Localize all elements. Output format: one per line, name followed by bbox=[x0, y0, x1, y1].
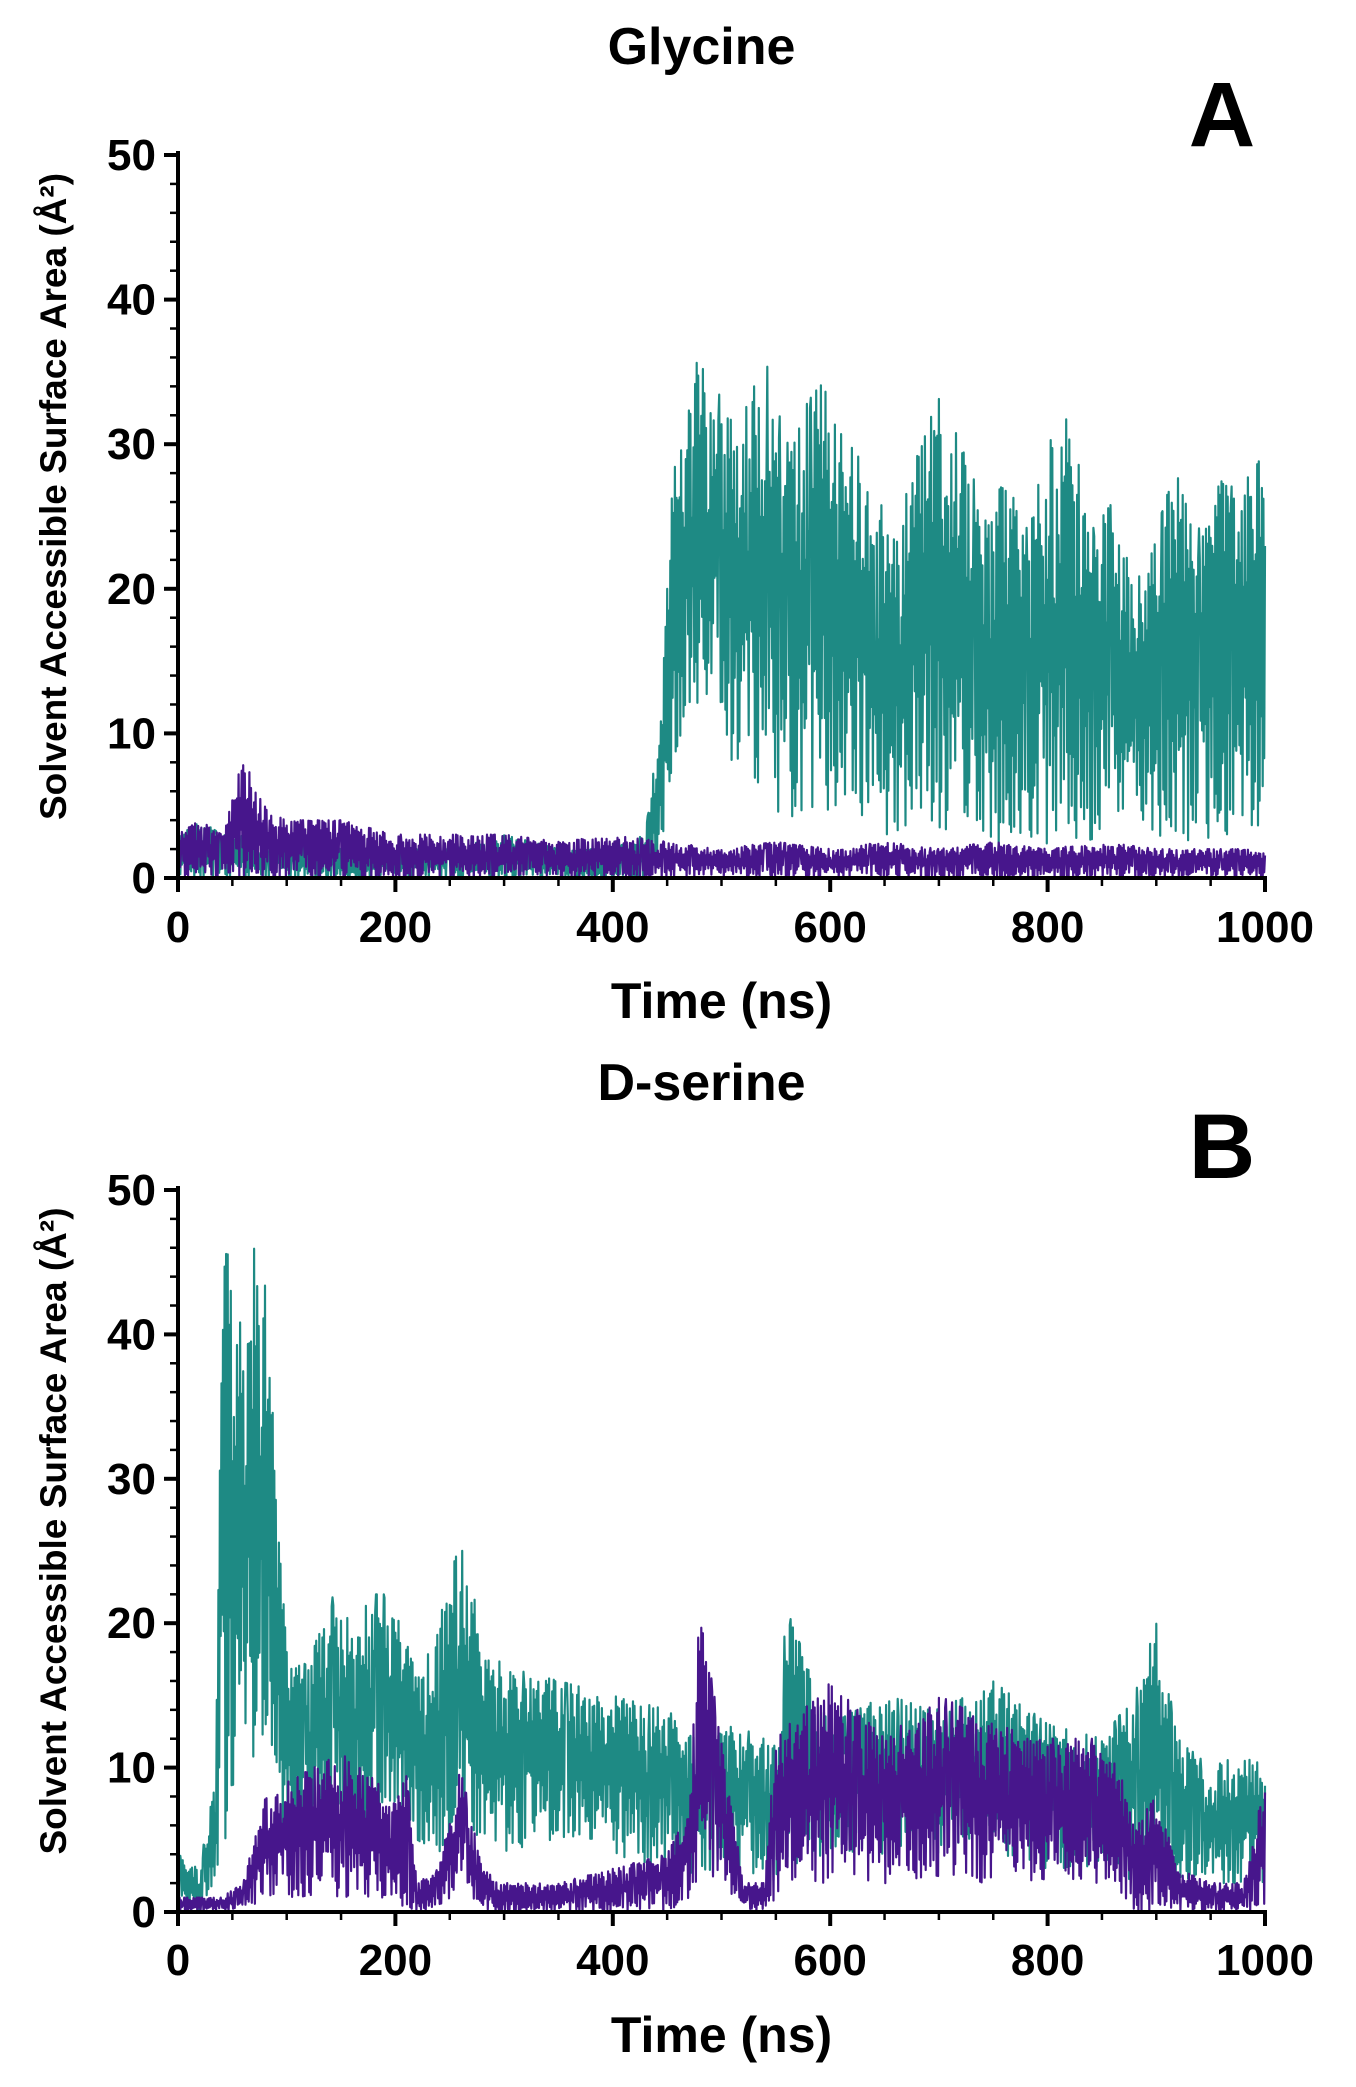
y-tick-label: 10 bbox=[107, 1744, 156, 1793]
y-axis-label: Solvent Accessible Surface Area (Å²) bbox=[33, 1207, 74, 1854]
y-tick-label: 40 bbox=[107, 1310, 156, 1359]
series-purple-line bbox=[176, 764, 1267, 880]
panel-a-glycine: Glycine A 0 10 20 30 40 50 0 200 400 600 800 1000 Time… bbox=[33, 18, 1314, 1029]
y-tick-label: 50 bbox=[107, 1166, 156, 1215]
x-tick-label: 400 bbox=[576, 1936, 649, 1985]
x-tick-label: 800 bbox=[1011, 1936, 1084, 1985]
x-tick-label: 200 bbox=[359, 1936, 432, 1985]
y-tick-label: 30 bbox=[107, 420, 156, 469]
y-tick-label: 0 bbox=[132, 1888, 156, 1937]
x-tick-label: 800 bbox=[1011, 903, 1084, 952]
x-tick-label: 0 bbox=[166, 903, 190, 952]
x-tick-label: 1000 bbox=[1216, 903, 1314, 952]
x-axis-label: Time (ns) bbox=[611, 2007, 832, 2063]
panel-b-d-serine: D-serine B 0 10 20 30 40 50 0 200 400 600 800 1000 Tim… bbox=[33, 1054, 1314, 2063]
x-tick-label: 600 bbox=[793, 903, 866, 952]
chart-title: Glycine bbox=[608, 18, 796, 76]
y-axis-label: Solvent Accessible Surface Area (Å²) bbox=[33, 173, 74, 820]
y-tick-label: 0 bbox=[132, 854, 156, 903]
y-tick-label: 10 bbox=[107, 709, 156, 758]
y-tick-label: 50 bbox=[107, 131, 156, 180]
chart-title: D-serine bbox=[597, 1054, 805, 1112]
x-tick-label: 600 bbox=[793, 1936, 866, 1985]
y-tick-label: 40 bbox=[107, 276, 156, 325]
series-purple-line bbox=[176, 1626, 1267, 1914]
y-tick-label: 30 bbox=[107, 1455, 156, 1504]
y-tick-label: 20 bbox=[107, 565, 156, 614]
x-tick-label: 0 bbox=[166, 1936, 190, 1985]
series-teal-line bbox=[176, 361, 1267, 880]
x-tick-label: 200 bbox=[359, 903, 432, 952]
x-tick-label: 400 bbox=[576, 903, 649, 952]
y-tick-label: 20 bbox=[107, 1599, 156, 1648]
panel-label: B bbox=[1189, 1096, 1255, 1198]
x-tick-label: 1000 bbox=[1216, 1936, 1314, 1985]
panel-label: A bbox=[1189, 64, 1255, 166]
x-axis-label: Time (ns) bbox=[611, 973, 832, 1029]
